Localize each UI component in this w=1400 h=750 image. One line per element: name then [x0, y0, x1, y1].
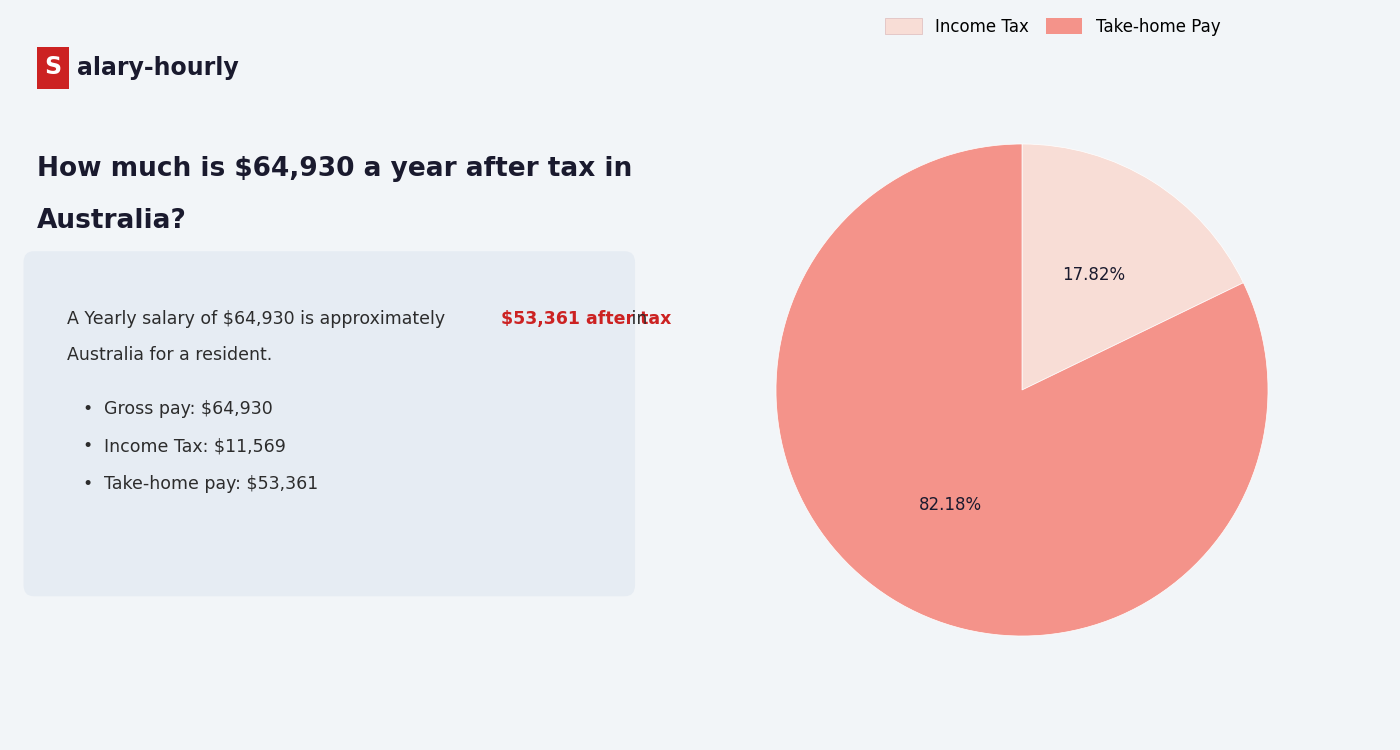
- Text: in: in: [626, 310, 648, 328]
- Text: •: •: [83, 400, 92, 418]
- Text: 17.82%: 17.82%: [1063, 266, 1126, 284]
- Text: A Yearly salary of $64,930 is approximately: A Yearly salary of $64,930 is approximat…: [67, 310, 451, 328]
- Wedge shape: [776, 144, 1268, 636]
- Text: Gross pay: $64,930: Gross pay: $64,930: [104, 400, 273, 418]
- FancyBboxPatch shape: [36, 47, 69, 88]
- Text: •: •: [83, 437, 92, 455]
- Wedge shape: [1022, 144, 1243, 390]
- Text: $53,361 after tax: $53,361 after tax: [501, 310, 671, 328]
- Text: Australia?: Australia?: [36, 209, 186, 234]
- Legend: Income Tax, Take-home Pay: Income Tax, Take-home Pay: [879, 11, 1226, 42]
- Text: alary-hourly: alary-hourly: [77, 56, 239, 80]
- Text: S: S: [45, 55, 62, 79]
- FancyBboxPatch shape: [24, 251, 636, 596]
- Text: Take-home pay: $53,361: Take-home pay: $53,361: [104, 475, 318, 493]
- Text: Income Tax: $11,569: Income Tax: $11,569: [104, 437, 286, 455]
- Text: Australia for a resident.: Australia for a resident.: [67, 346, 273, 364]
- Text: How much is $64,930 a year after tax in: How much is $64,930 a year after tax in: [36, 156, 633, 182]
- Text: •: •: [83, 475, 92, 493]
- Text: 82.18%: 82.18%: [918, 496, 981, 514]
